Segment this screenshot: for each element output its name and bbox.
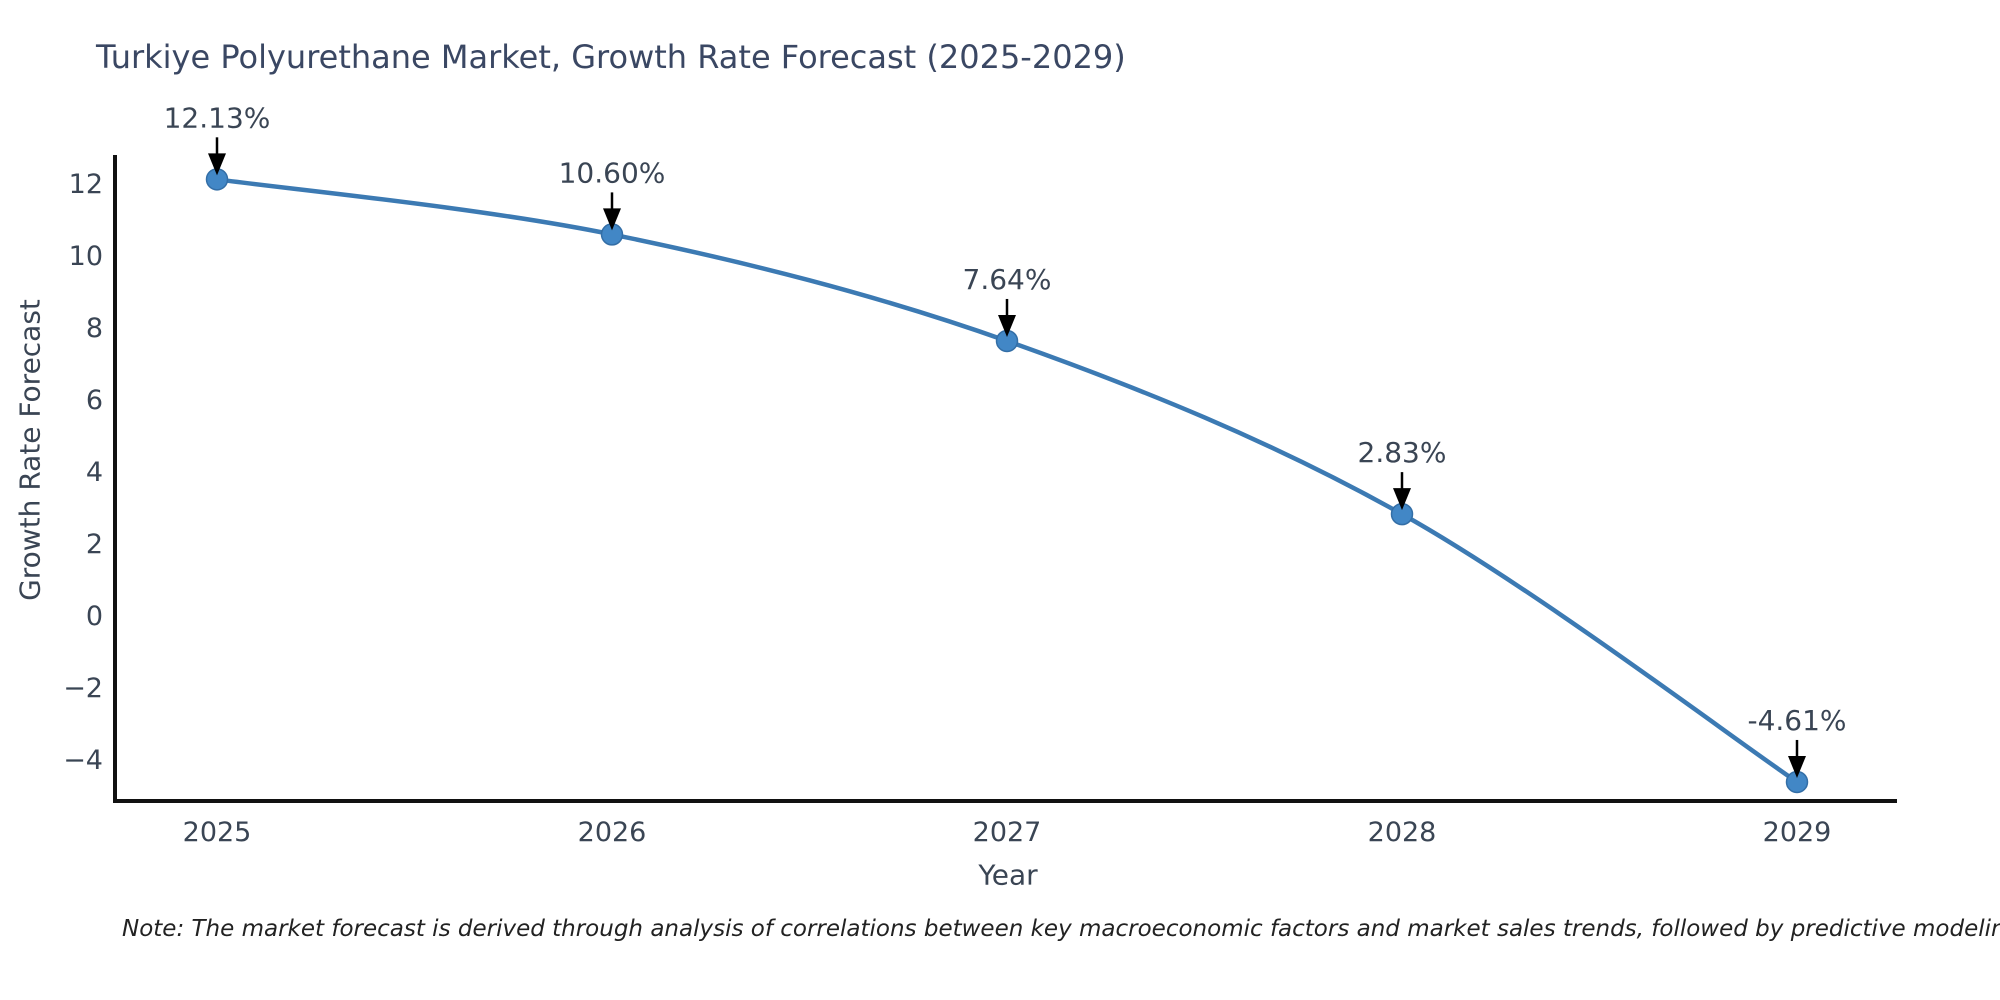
y-tick-label: 2 [86, 529, 103, 560]
x-tick-label: 2026 [578, 817, 647, 848]
x-axis-label: Year [978, 858, 1038, 892]
annotation-arrow-head [1393, 488, 1411, 511]
y-tick-label: −2 [63, 673, 103, 704]
y-tick-label: 10 [69, 241, 103, 272]
annotation-arrow-head [998, 314, 1016, 337]
x-tick-label: 2025 [183, 817, 252, 848]
data-point-value-label: 12.13% [164, 101, 271, 134]
y-tick-label: 6 [86, 385, 103, 416]
y-tick-label: 0 [86, 601, 103, 632]
x-tick-label: 2028 [1368, 817, 1437, 848]
chart-title: Turkiye Polyurethane Market, Growth Rate… [96, 38, 1126, 76]
x-tick-label: 2029 [1763, 817, 1832, 848]
y-tick-label: 4 [86, 457, 103, 488]
annotation-arrow-head [208, 153, 226, 176]
chart-footnote: Note: The market forecast is derived thr… [122, 916, 2000, 942]
x-tick-label: 2027 [973, 817, 1042, 848]
annotation-arrow-head [603, 208, 621, 231]
annotation-arrow-head [1788, 755, 1806, 778]
y-tick-label: −4 [63, 745, 103, 776]
data-point-value-label: 2.83% [1358, 436, 1447, 469]
data-point-value-label: 7.64% [963, 263, 1052, 296]
data-point-value-label: -4.61% [1747, 704, 1846, 737]
y-tick-label: 8 [86, 313, 103, 344]
data-point-value-label: 10.60% [559, 156, 666, 189]
y-tick-label: 12 [69, 169, 103, 200]
